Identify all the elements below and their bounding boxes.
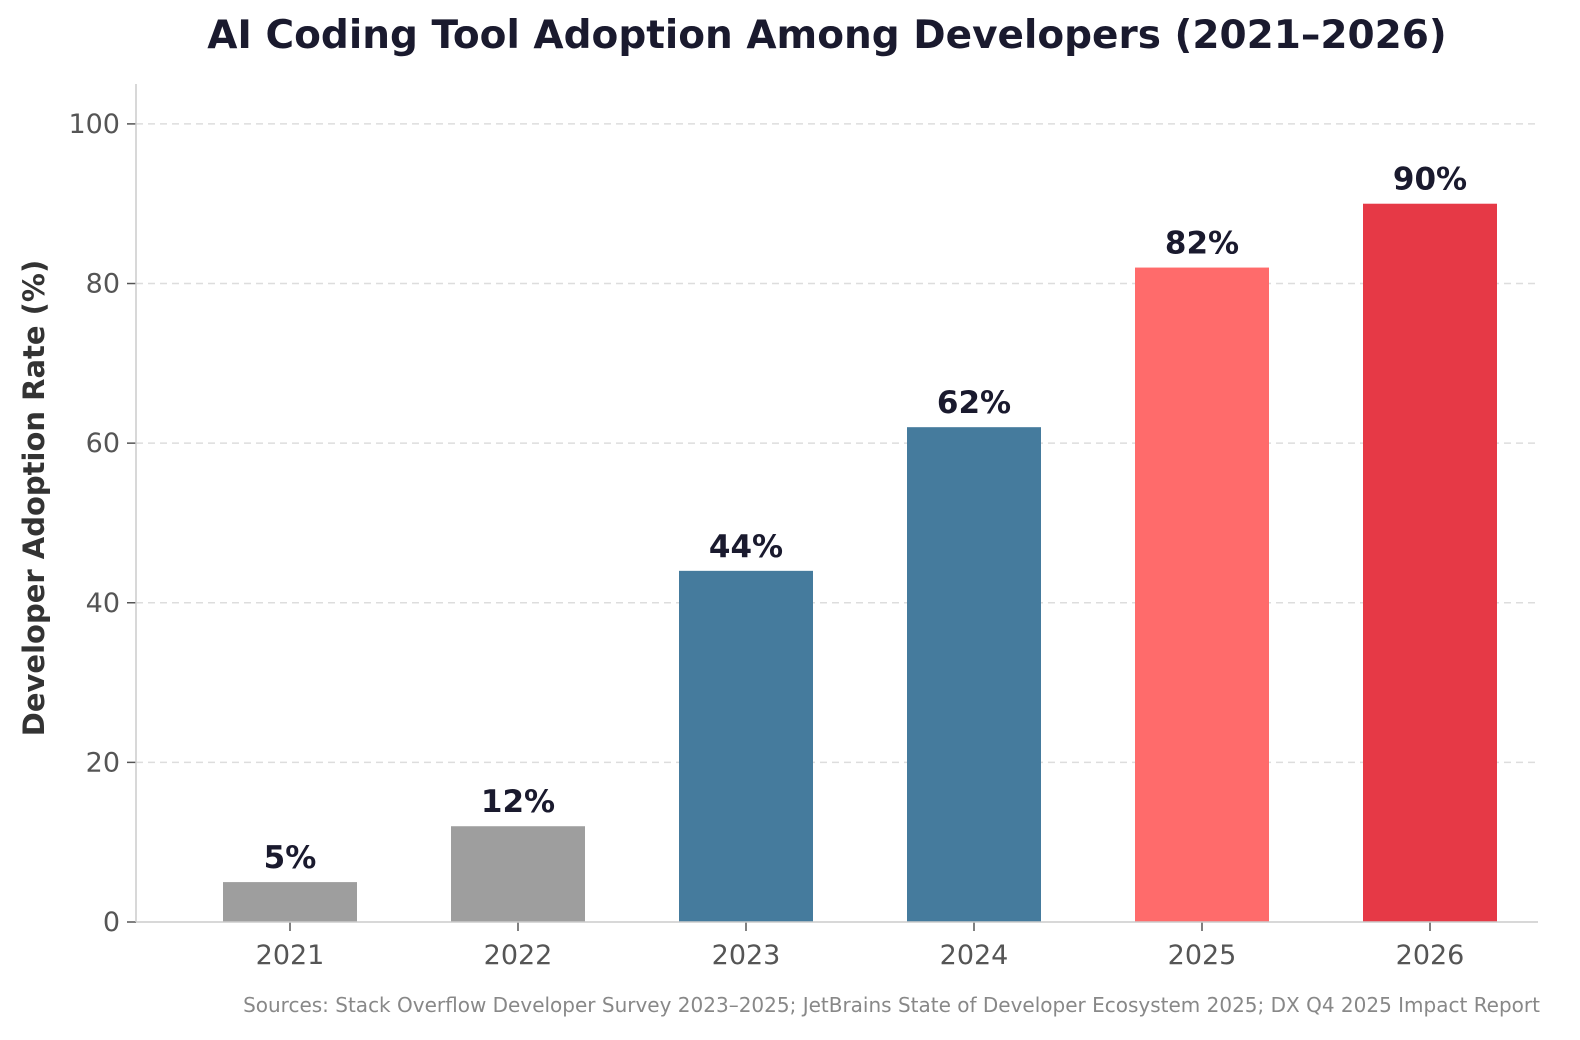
value-label-2024: 62% <box>937 385 1011 421</box>
x-tick-label: 2023 <box>712 940 781 971</box>
value-label-2023: 44% <box>709 529 783 565</box>
bar-2024 <box>907 427 1041 922</box>
bar-2026 <box>1363 203 1497 922</box>
tick-labels: 0 20 40 60 80 100 2021 2022 2023 2024 2025 2026 <box>68 109 1464 971</box>
chart-title: AI Coding Tool Adoption Among Developers… <box>207 13 1447 58</box>
x-tick-label: 2026 <box>1396 940 1465 971</box>
bar-2025 <box>1135 267 1269 922</box>
value-labels: 5% 12% 44% 62% 82% 90% <box>264 162 1467 876</box>
bars <box>223 203 1497 922</box>
axes <box>127 84 1538 931</box>
x-tick-label: 2022 <box>484 940 553 971</box>
source-note: Sources: Stack Overflow Developer Survey… <box>243 993 1540 1017</box>
y-tick-label: 100 <box>68 109 120 140</box>
value-label-2021: 5% <box>264 840 317 876</box>
x-tick-label: 2024 <box>940 940 1009 971</box>
bar-2023 <box>679 570 813 922</box>
y-tick-label: 20 <box>86 747 120 778</box>
y-tick-label: 80 <box>86 269 120 300</box>
y-tick-label: 60 <box>86 428 120 459</box>
y-tick-label: 40 <box>86 588 120 619</box>
value-label-2025: 82% <box>1165 226 1239 262</box>
value-label-2022: 12% <box>481 784 555 820</box>
y-axis-label: Developer Adoption Rate (%) <box>17 260 51 736</box>
x-tick-label: 2021 <box>256 940 325 971</box>
value-label-2026: 90% <box>1393 162 1467 198</box>
y-tick-label: 0 <box>103 907 120 938</box>
bar-2022 <box>451 826 585 922</box>
bar-2021 <box>223 882 357 922</box>
grid-lines <box>136 123 1538 764</box>
x-tick-label: 2025 <box>1168 940 1237 971</box>
